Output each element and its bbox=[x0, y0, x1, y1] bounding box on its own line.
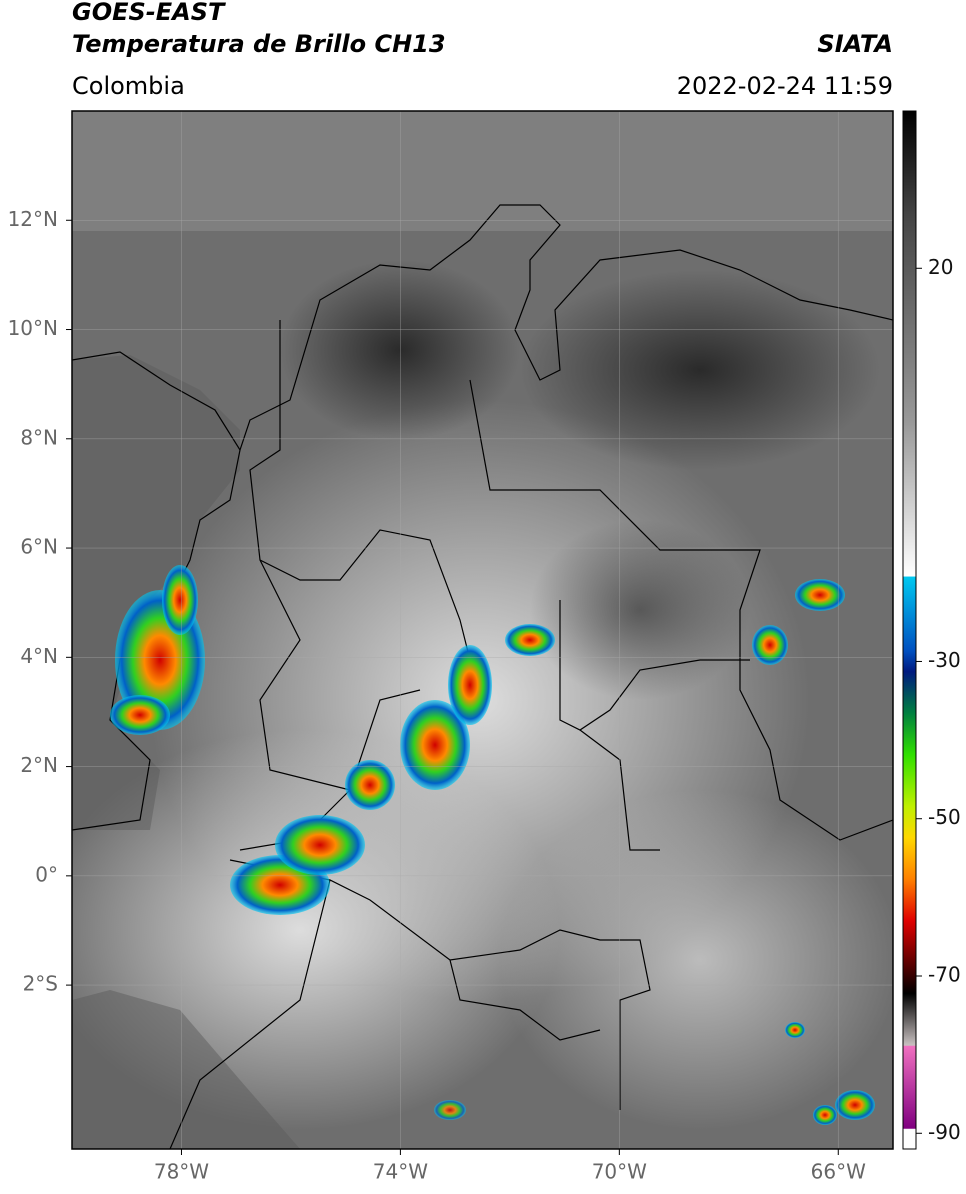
subtitle: Temperatura de Brillo CH13 bbox=[72, 30, 446, 58]
colorbar-tick-label: -70 bbox=[928, 963, 961, 987]
y-tick-label: 2°N bbox=[20, 753, 58, 777]
y-tick-label: 12°N bbox=[8, 207, 58, 231]
satellite-image bbox=[72, 111, 893, 1149]
title: GOES-EAST bbox=[72, 0, 226, 26]
colorbar-tick-label: -50 bbox=[928, 805, 961, 829]
y-tick-label: 4°N bbox=[20, 644, 58, 668]
colorbar bbox=[902, 110, 917, 1150]
source: SIATA bbox=[817, 30, 893, 58]
colorbar-tick-label: -30 bbox=[928, 648, 961, 672]
y-tick-label: 0° bbox=[35, 862, 58, 886]
y-tick-label: 8°N bbox=[20, 425, 58, 449]
colorbar-tick-label: -90 bbox=[928, 1120, 961, 1144]
x-tick-label: 78°W bbox=[154, 1160, 209, 1184]
timestamp: 2022-02-24 11:59 bbox=[677, 72, 893, 100]
region: Colombia bbox=[72, 72, 185, 100]
colorbar-tick-label: 20 bbox=[928, 255, 953, 279]
map-frame bbox=[71, 110, 894, 1150]
y-tick-label: 10°N bbox=[8, 316, 58, 340]
y-tick-label: 6°N bbox=[20, 535, 58, 559]
x-tick-label: 66°W bbox=[811, 1160, 866, 1184]
x-tick-label: 70°W bbox=[592, 1160, 647, 1184]
y-tick-label: 2°S bbox=[23, 972, 58, 996]
x-tick-label: 74°W bbox=[373, 1160, 428, 1184]
